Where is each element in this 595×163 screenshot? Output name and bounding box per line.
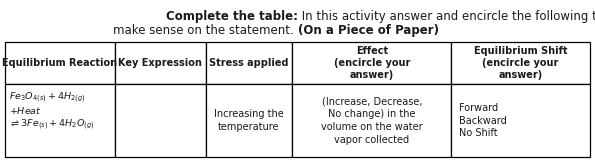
Bar: [206, 84, 292, 157]
Text: Effect
(encircle your
answer): Effect (encircle your answer): [334, 46, 410, 80]
Text: Stress applied: Stress applied: [209, 58, 289, 68]
Bar: [292, 42, 452, 84]
Bar: [5, 42, 115, 84]
Bar: [5, 84, 115, 157]
Bar: [452, 84, 590, 157]
Text: $+ Heat$: $+ Heat$: [9, 104, 42, 116]
Text: Key Expression: Key Expression: [118, 58, 202, 68]
Text: In this activity answer and encircle the following to: In this activity answer and encircle the…: [298, 10, 595, 23]
Text: Increasing the
temperature: Increasing the temperature: [214, 109, 284, 132]
Bar: [115, 42, 206, 84]
Bar: [452, 42, 590, 84]
Bar: [206, 42, 292, 84]
Text: Forward
Backward
No Shift: Forward Backward No Shift: [459, 103, 507, 138]
Text: $Fe_3O_{4(s)} + 4H_{2(g)}$: $Fe_3O_{4(s)} + 4H_{2(g)}$: [9, 91, 85, 105]
Text: (On a Piece of Paper): (On a Piece of Paper): [298, 24, 439, 37]
Text: (Increase, Decrease,
No change) in the
volume on the water
vapor collected: (Increase, Decrease, No change) in the v…: [321, 96, 422, 145]
Text: Equilibrium Reaction: Equilibrium Reaction: [2, 58, 118, 68]
Text: Equilibrium Shift
(encircle your
answer): Equilibrium Shift (encircle your answer): [474, 46, 568, 80]
Bar: [292, 84, 452, 157]
Text: make sense on the statement.: make sense on the statement.: [113, 24, 298, 37]
Bar: [115, 84, 206, 157]
Text: $\rightleftharpoons 3Fe_{(s)} + 4H_2O_{(g)}$: $\rightleftharpoons 3Fe_{(s)} + 4H_2O_{(…: [9, 118, 95, 132]
Text: Complete the table:: Complete the table:: [165, 10, 298, 23]
